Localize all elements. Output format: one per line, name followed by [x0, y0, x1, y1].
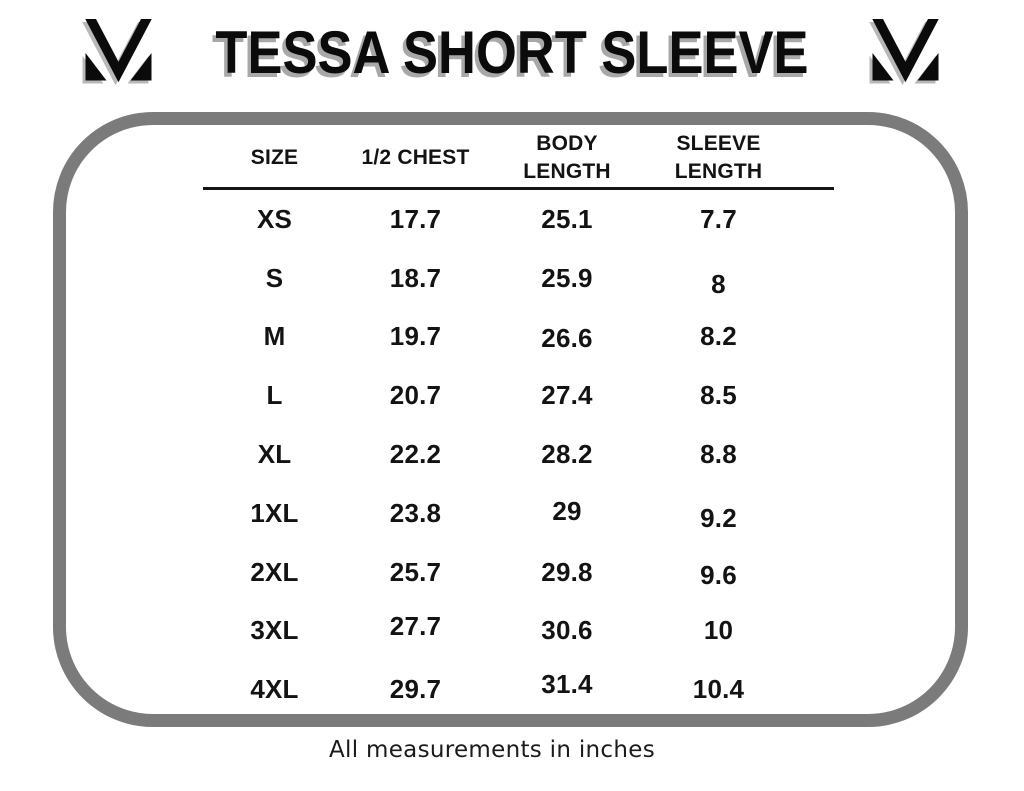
table-row: 3XL 27.7 30.6 10	[203, 602, 834, 661]
measurement-cell: 27.4	[541, 380, 593, 411]
brand-monogram-icon	[872, 18, 939, 82]
table-row: L 20.7 27.4 8.5	[203, 366, 834, 425]
table-row: XL 22.2 28.2 8.8	[203, 425, 834, 484]
measurement-cell: 19.7	[389, 321, 442, 352]
measurement-cell: 18.7	[389, 262, 442, 293]
measurement-cell: 8	[711, 268, 726, 299]
size-label-cell: L	[266, 380, 283, 411]
table-row: S 18.7 25.9 8	[203, 249, 834, 308]
column-header: BODY LENGTH	[523, 131, 611, 183]
table-body: XS 17.7 25.1 7.7 S 18.7 25.9 8 M 19.7 26.6 8.2 L 20.7…	[203, 190, 834, 719]
measurement-cell: 29	[552, 495, 582, 526]
size-label-cell: 2XL	[250, 556, 299, 587]
measurement-cell: 9.6	[700, 559, 737, 590]
measurement-cell: 20.7	[389, 380, 442, 411]
size-label-cell: 3XL	[250, 615, 299, 646]
measurement-cell: 30.6	[541, 615, 593, 646]
size-label-cell: XL	[257, 439, 292, 470]
table-header-row: SIZE 1/2 CHEST BODY LENGTH SLEEVE LENGTH	[203, 129, 834, 187]
column-header: 1/2 CHEST	[361, 145, 470, 169]
measurement-cell: 25.7	[389, 556, 442, 587]
measurement-cell: 10	[703, 615, 734, 646]
table-row: 1XL 23.8 29 9.2	[203, 484, 834, 543]
table-row: 4XL 29.7 31.4 10.4	[203, 660, 834, 719]
rounded-border-frame	[53, 112, 968, 727]
measurement-cell: 7.7	[700, 203, 737, 234]
page-header: TESSA SHORT SLEEVE	[0, 12, 1024, 94]
measurement-cell: 8.2	[700, 321, 737, 352]
measurement-cell: 28.2	[541, 439, 593, 470]
column-header: SLEEVE LENGTH	[674, 131, 763, 183]
measurements-note: All measurements in inches	[329, 737, 655, 763]
measurement-cell: 23.8	[389, 497, 442, 528]
measurement-cell: 31.4	[541, 669, 593, 700]
table-row: XS 17.7 25.1 7.7	[203, 190, 834, 249]
size-label-cell: M	[263, 321, 286, 352]
size-label-cell: XS	[256, 203, 293, 234]
measurement-cell: 8.5	[700, 380, 737, 411]
measurement-cell: 29.8	[541, 556, 593, 587]
page-title: TESSA SHORT SLEEVE	[215, 19, 809, 86]
measurement-cell: 10.4	[692, 674, 745, 705]
brand-monogram-icon	[85, 18, 152, 82]
measurement-cell: 25.9	[541, 262, 593, 293]
measurement-cell: 29.7	[389, 674, 442, 705]
size-label-cell: 4XL	[250, 674, 299, 705]
measurement-cell: 26.6	[541, 323, 593, 354]
column-header: SIZE	[250, 145, 299, 169]
size-label-cell: 1XL	[250, 497, 299, 528]
size-label-cell: S	[265, 262, 284, 293]
measurement-cell: 25.1	[541, 203, 593, 234]
measurement-cell: 8.8	[700, 439, 737, 470]
size-table: SIZE 1/2 CHEST BODY LENGTH SLEEVE LENGTH XS 17…	[203, 129, 834, 719]
table-row: 2XL 25.7 29.8 9.6	[203, 543, 834, 602]
measurement-cell: 22.2	[389, 439, 442, 470]
table-row: M 19.7 26.6 8.2	[203, 308, 834, 367]
measurement-cell: 17.7	[389, 203, 442, 234]
measurement-cell: 27.7	[389, 611, 442, 642]
measurement-cell: 9.2	[700, 502, 737, 533]
header-divider	[203, 187, 834, 190]
